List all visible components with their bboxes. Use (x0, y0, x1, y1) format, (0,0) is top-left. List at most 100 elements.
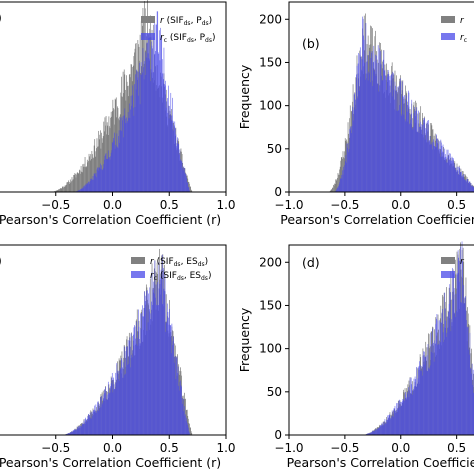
histogram-bar (374, 430, 376, 435)
histogram-bar (121, 358, 122, 435)
histogram-bar (94, 411, 96, 435)
histogram-bar (110, 383, 112, 435)
histogram-bar (418, 366, 420, 435)
histogram-bar (113, 137, 114, 192)
x-tick-label: 0.0 (103, 441, 122, 455)
histogram-bar (419, 127, 421, 192)
histogram-bar (137, 345, 139, 435)
histogram-bar (68, 183, 70, 192)
histogram-bar (149, 313, 151, 435)
histogram-bar (97, 167, 99, 192)
histogram-bar (71, 431, 72, 435)
histogram-bar (79, 190, 80, 192)
panel-c-legend: r (SIFds, ESds) rc (SIFds, ESds) (131, 257, 211, 282)
histogram-bar (390, 75, 392, 192)
histogram-bar (139, 339, 140, 435)
histogram-bar (428, 367, 430, 435)
histogram-bar (443, 341, 444, 435)
histogram-bar (80, 173, 81, 192)
histogram-bar (399, 105, 400, 192)
x-tick-label: 0.0 (391, 198, 410, 212)
histogram-bar (385, 80, 387, 192)
histogram-bar (353, 120, 354, 192)
histogram-bar (133, 327, 135, 435)
histogram-bar (159, 284, 161, 435)
histogram-bar (384, 70, 385, 192)
histogram-bar (134, 106, 136, 192)
histogram-bar (172, 97, 173, 192)
histogram-bar (443, 327, 445, 435)
histogram-bar (153, 281, 155, 435)
histogram-bar (446, 336, 447, 435)
panel-d-xticks: −1.0 −0.5 0.0 0.5 (274, 435, 466, 455)
histogram-bar (380, 425, 382, 435)
histogram-bar (161, 36, 163, 193)
histogram-bar (96, 412, 97, 435)
histogram-bar (156, 11, 158, 193)
histogram-bar (461, 302, 462, 435)
histogram-bar (146, 330, 148, 435)
histogram-bar (142, 72, 143, 192)
histogram-bar (79, 170, 81, 192)
histogram-bar (110, 156, 111, 192)
histogram-bar (345, 155, 347, 192)
histogram-bar (77, 190, 79, 192)
histogram-bar (129, 337, 131, 435)
histogram-bar (108, 116, 110, 192)
histogram-bar (419, 364, 421, 435)
histogram-bar (84, 186, 86, 192)
histogram-bar (421, 366, 423, 435)
histogram-bar (451, 160, 452, 192)
y-tick-label: 150 (259, 298, 282, 312)
histogram-bar (127, 340, 129, 435)
histogram-bar (430, 332, 432, 435)
histogram-bar (352, 109, 354, 192)
histogram-bar (122, 377, 124, 435)
histogram-bar (447, 149, 449, 192)
x-tick-label: 0.5 (160, 441, 179, 455)
histogram-bar (451, 322, 453, 435)
histogram-bar (67, 181, 69, 192)
histogram-bar (122, 120, 123, 192)
histogram-bar (351, 133, 352, 192)
histogram-bar (126, 346, 127, 435)
histogram-bar (79, 189, 81, 192)
x-tick-label: 0.5 (447, 441, 466, 455)
histogram-bar (383, 50, 385, 192)
histogram-bar (161, 254, 163, 435)
histogram-bar (425, 370, 427, 435)
x-tick-label: 0.0 (391, 441, 410, 455)
histogram-bar (341, 157, 343, 192)
histogram-bar (441, 312, 443, 435)
histogram-bar (81, 171, 83, 192)
histogram-bar (86, 419, 88, 435)
histogram-bar (385, 422, 386, 435)
histogram-bar (56, 190, 58, 192)
histogram-bar (376, 429, 378, 435)
histogram-bar (334, 184, 336, 192)
histogram-bar (89, 412, 91, 435)
x-tick-label: −0.5 (41, 198, 70, 212)
histogram-bar (135, 343, 137, 435)
histogram-bar (399, 407, 401, 435)
x-tick-label: 0.5 (447, 198, 466, 212)
histogram-bar (166, 98, 168, 192)
histogram-bar (170, 92, 172, 192)
histogram-bar (155, 50, 156, 193)
histogram-bar (450, 331, 452, 435)
histogram-bar (378, 91, 380, 192)
histogram-bar (165, 80, 166, 192)
legend-label-rc: rc (SIFds, ESds) (150, 271, 211, 282)
histogram-bar (89, 183, 90, 192)
histogram-bar (69, 433, 71, 435)
histogram-bar (76, 429, 77, 435)
histogram-bar (413, 126, 414, 192)
histogram-bar (121, 360, 123, 435)
histogram-bar (155, 24, 157, 192)
histogram-bar (367, 433, 368, 435)
histogram-bar (448, 155, 449, 192)
histogram-bar (347, 147, 348, 192)
histogram-bar (432, 141, 434, 192)
histogram-bar (127, 364, 128, 435)
